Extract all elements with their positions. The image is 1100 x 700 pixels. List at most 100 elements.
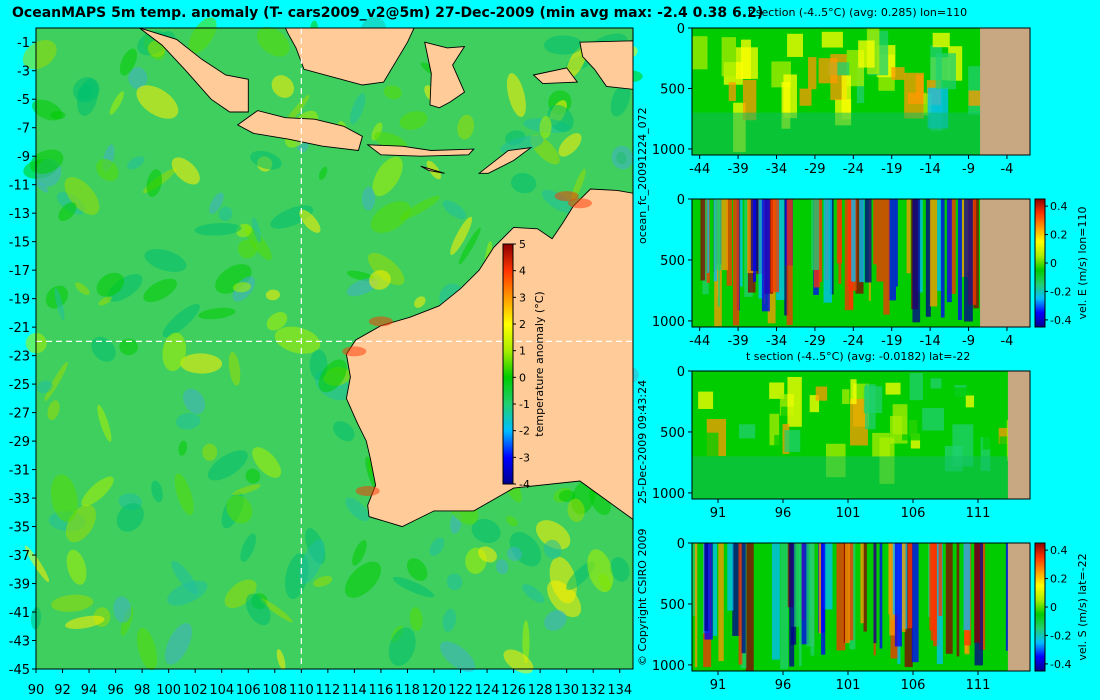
vel_s-cell: [771, 543, 780, 660]
map-anomaly-patch: [367, 252, 405, 286]
map-anomaly-patch: [183, 388, 206, 414]
map-anomaly-patch: [369, 270, 391, 290]
tsec_lat-cell: [922, 408, 944, 431]
vel_e-cell: [720, 199, 729, 271]
map-anomaly-patch: [198, 307, 236, 320]
vel_e-cell: [823, 199, 833, 303]
map-ytick-label: -29: [9, 435, 30, 450]
land-mass-5: [366, 144, 475, 157]
map-ytick-label: -27: [9, 407, 30, 422]
tsec_lat-ytick-label: 500: [660, 426, 685, 441]
map-anomaly-patch: [218, 206, 233, 222]
map-anomaly-patch: [265, 289, 281, 301]
land-mass-1: [105, 27, 249, 113]
tsec_lat-cell: [821, 380, 833, 424]
map-anomaly-patch: [299, 539, 325, 584]
tsec_lat-cell: [809, 395, 820, 413]
map-anomaly-patch: [176, 413, 201, 430]
tsec_lon-frame: [691, 27, 1031, 156]
vel_e-ytick-label: 1000: [652, 315, 685, 330]
map-xtick-label: 124: [475, 683, 500, 698]
map-anomaly-patch: [29, 149, 64, 174]
vel_e-cell: [786, 199, 793, 326]
map-xtick-label: 126: [501, 683, 526, 698]
vel_s-cell: [713, 543, 718, 636]
map-xtick-label: 130: [554, 683, 579, 698]
coastal-warm-anomaly: [567, 198, 592, 209]
map-colorbar-tick-label: 0: [519, 371, 526, 384]
vel_s-colorbar-tick-label: -0.4: [1050, 658, 1071, 671]
map-anomaly-patch: [237, 239, 258, 259]
vel_e-colorbar: [1034, 198, 1046, 328]
map-colorbar-tick-label: -4: [519, 478, 530, 491]
vel_s-cell: [789, 543, 795, 667]
vel_e-cell: [937, 199, 942, 291]
vel_e-cell: [957, 199, 962, 320]
map-anomaly-patch: [458, 227, 481, 265]
vel_e-colorbar-tick-label: -0.2: [1050, 285, 1071, 298]
vel_s-cell: [799, 543, 802, 666]
vel_s-xtick-label: 91: [710, 678, 727, 693]
map-anomaly-patch: [541, 189, 574, 214]
vel_s-cell: [818, 543, 822, 634]
tsec_lon-cell: [808, 57, 817, 90]
map-anomaly-patch: [256, 27, 290, 57]
map-anomaly-patch: [611, 145, 634, 170]
map-anomaly-patch: [232, 282, 251, 293]
tsec_lon-xtick-label: -29: [804, 162, 825, 177]
map-anomaly-patch: [252, 447, 282, 478]
land-mass-6: [477, 147, 533, 174]
map-anomaly-patch: [109, 91, 124, 115]
map-colorbar-tick-label: 2: [519, 318, 526, 331]
coastal-warm-anomaly: [554, 191, 579, 202]
map-anomaly-patch: [478, 546, 497, 563]
tsec_lon-cell: [728, 82, 736, 102]
tsec_lon-xtick-label: -44: [689, 162, 710, 177]
vel_e-xtick-label: -29: [804, 334, 825, 349]
vel_e-cell: [940, 199, 945, 318]
map-anomaly-patch: [188, 17, 217, 54]
map-anomaly-patch: [506, 73, 526, 118]
map-ytick-label: -7: [17, 122, 30, 137]
tsec_lat-cell: [739, 424, 756, 439]
map-anomaly-patch: [151, 480, 163, 503]
map-anomaly-patch: [165, 623, 193, 665]
map-xtick-label: 112: [315, 683, 340, 698]
map-anomaly-patch: [457, 114, 475, 140]
vel_e-cell: [776, 199, 785, 301]
vel_s-cell: [860, 543, 864, 624]
vel_e-xtick-label: -34: [766, 334, 787, 349]
tsec_lat-cell: [850, 379, 857, 405]
land-mass-7: [420, 165, 445, 174]
map-anomaly-patch: [73, 77, 100, 103]
map-colorbar-tick-label: -1: [519, 398, 530, 411]
map-anomaly-patch: [361, 186, 376, 211]
vel_e-ytick-label: 0: [677, 193, 685, 208]
land-mass-3: [284, 27, 415, 86]
tsec_lat-cell: [930, 378, 942, 389]
vel_e-cell: [851, 199, 856, 282]
vel_s-cell: [848, 543, 854, 641]
vel_e-colorbar-tick-label: 0.4: [1050, 200, 1068, 213]
map-colorbar-tick-label: -2: [519, 425, 530, 438]
tsec_lon-cell: [841, 75, 852, 120]
map-anomaly-patch: [36, 380, 53, 394]
tsec_lon-cell: [799, 88, 812, 106]
map-anomaly-patch: [64, 176, 100, 215]
map-xtick-label: 92: [54, 683, 71, 698]
vel_e-xtick-label: -9: [962, 334, 975, 349]
vel_s-cell: [974, 543, 981, 643]
map-ytick-label: -39: [9, 578, 30, 593]
tsec_lon-ytick-label: 1000: [652, 143, 685, 158]
tsec_lat-ytick-label: 0: [677, 365, 685, 380]
vel_e-cell: [707, 199, 710, 273]
map-anomaly-patch: [75, 282, 90, 296]
map-anomaly-patch: [276, 649, 286, 671]
map-ytick-label: -33: [9, 492, 30, 507]
map-ytick-label: -17: [9, 264, 30, 279]
map-xtick-label: 114: [342, 683, 367, 698]
vel_s-colorbar-tick-label: 0.4: [1050, 544, 1068, 557]
tsec_lat-cell: [784, 430, 801, 453]
coastal-warm-anomaly: [342, 346, 367, 357]
